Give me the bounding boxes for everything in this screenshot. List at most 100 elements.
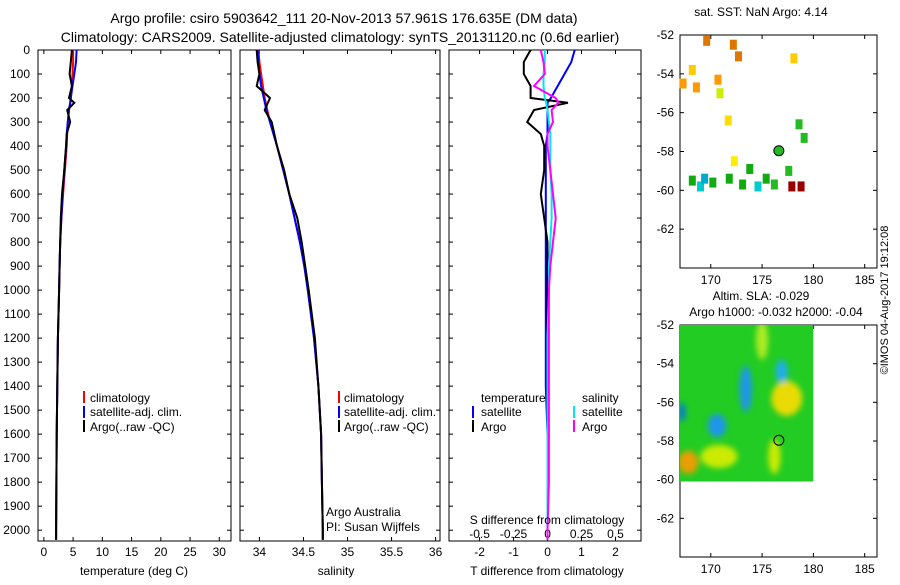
credit-text: ©IMOS 04-Aug-2017 19:12:08 — [879, 226, 891, 375]
sla-anomaly — [775, 359, 788, 383]
map-lat-tick-label: -62 — [657, 222, 675, 236]
profile-line-t-satellite — [544, 49, 576, 540]
sst-observation — [701, 173, 709, 184]
depth-tick-label: 1600 — [3, 427, 30, 441]
t-difference-axis-label: T difference from climatology — [470, 564, 624, 578]
map-lon-tick-label: 185 — [855, 273, 875, 287]
legend-climatology: climatology — [344, 391, 404, 405]
sst-observation — [730, 156, 738, 167]
sst-observation — [725, 173, 733, 184]
legend-swatch-t-argo — [472, 420, 474, 432]
map-lon-tick-label: 175 — [752, 562, 772, 576]
sla-anomaly — [771, 381, 803, 416]
sla-map-title-2: Argo h1000: -0.032 h2000: -0.04 — [689, 305, 863, 319]
x-tick-label: 35.5 — [380, 545, 404, 559]
sst-observation — [746, 163, 754, 174]
map-lat-tick-label: -58 — [657, 145, 675, 159]
legend-satellite: satellite-adj. clim. — [344, 405, 436, 419]
sst-map-title: sat. SST: NaN Argo: 4.14 — [694, 5, 828, 19]
sla-anomaly — [768, 439, 781, 474]
x-tick-label: -2 — [474, 545, 485, 559]
x-tick-label: 34 — [253, 545, 267, 559]
legend-argo: Argo(..raw -QC) — [90, 420, 175, 434]
map-lat-tick-label: -58 — [657, 434, 675, 448]
map-lon-tick-label: 185 — [855, 562, 875, 576]
legend-t-satellite: satellite — [481, 405, 522, 419]
map-lon-tick-label: 170 — [701, 562, 721, 576]
map-lon-tick-label: 170 — [701, 273, 721, 287]
x-tick-label: 15 — [125, 545, 139, 559]
sst-observation — [734, 51, 742, 62]
sst-observation — [790, 53, 798, 64]
sla-features — [680, 325, 803, 474]
sst-observation — [692, 82, 700, 93]
map-lat-tick-label: -56 — [657, 395, 675, 409]
legend-swatch-t-satellite — [472, 406, 474, 418]
sst-observation — [688, 64, 696, 75]
sst-observation — [762, 173, 770, 184]
sst-observation — [739, 179, 747, 190]
sst-observation — [770, 179, 778, 190]
sst-observation — [714, 74, 722, 85]
sst-observation — [788, 181, 796, 192]
legend-swatch-climatology — [83, 391, 85, 403]
s-diff-tick-label: -0.5 — [469, 527, 490, 541]
legend-climatology: climatology — [90, 391, 150, 405]
sst-observation — [795, 119, 803, 130]
sla-map-title-1: Altim. SLA: -0.029 — [713, 289, 810, 303]
sst-observation — [724, 115, 732, 126]
depth-tick-label: 1300 — [3, 355, 30, 369]
depth-tick-label: 200 — [10, 91, 30, 105]
argo-position-marker — [773, 145, 785, 157]
profile-line-satellite-adj-clim- — [256, 49, 324, 540]
sst-observation — [729, 39, 737, 50]
sst-observation — [797, 181, 805, 192]
map-lat-tick-label: -52 — [657, 28, 675, 42]
s-diff-tick-label: 0.25 — [570, 527, 594, 541]
x-tick-label: -1 — [508, 545, 519, 559]
sst-observation — [800, 132, 808, 143]
profile-line-argo-raw-qc- — [55, 49, 76, 540]
legend-t-heading: temperature — [481, 391, 546, 405]
sst-observation — [709, 177, 717, 188]
map-lat-tick-label: -54 — [657, 67, 675, 81]
sla-anomaly — [680, 402, 686, 422]
profile-line-argo-raw-qc- — [255, 49, 324, 540]
profile-lines — [55, 49, 576, 540]
legend-argo: Argo(..raw -QC) — [344, 420, 429, 434]
map-lat-tick-label: -54 — [657, 357, 675, 371]
depth-tick-label: 1700 — [3, 451, 30, 465]
depth-tick-label: 700 — [10, 211, 30, 225]
map-lat-tick-label: -60 — [657, 183, 675, 197]
sla-anomaly — [739, 365, 752, 412]
x-tick-label: 0 — [544, 545, 551, 559]
s-diff-tick-label: 0.5 — [607, 527, 624, 541]
depth-tick-label: 1800 — [3, 475, 30, 489]
map-lon-tick-label: 175 — [752, 273, 772, 287]
sst-observation — [688, 175, 696, 186]
sst-observation — [679, 78, 687, 89]
legend-swatch-argo — [338, 420, 340, 432]
legend-swatch-satellite — [83, 406, 85, 418]
sst-observation — [716, 88, 724, 99]
depth-tick-label: 900 — [10, 259, 30, 273]
depth-tick-label: 1200 — [3, 331, 30, 345]
sst-observation — [754, 181, 762, 192]
x-tick-label: 5 — [70, 545, 77, 559]
s-diff-tick-label: -0.25 — [500, 527, 528, 541]
argo-position-marker — [773, 434, 785, 446]
x-tick-label: 10 — [96, 545, 110, 559]
temperature-legend: climatology satellite-adj. clim. Argo(..… — [83, 391, 182, 434]
depth-tick-label: 0 — [23, 43, 30, 57]
legend-satellite: satellite-adj. clim. — [90, 405, 182, 419]
map-lat-tick-label: -62 — [657, 511, 675, 525]
legend-swatch-satellite — [338, 406, 340, 418]
sla-anomaly — [755, 325, 769, 360]
profile-line-climatology — [257, 49, 324, 540]
title-line-2: Climatology: CARS2009. Satellite-adjuste… — [61, 29, 619, 45]
depth-tick-label: 2000 — [3, 523, 30, 537]
s-difference-axis-label: S difference from climatology — [470, 513, 625, 527]
salinity-legend: climatology satellite-adj. clim. Argo(..… — [326, 391, 436, 534]
legend-swatch-climatology — [338, 391, 340, 403]
depth-tick-label: 1500 — [3, 403, 30, 417]
